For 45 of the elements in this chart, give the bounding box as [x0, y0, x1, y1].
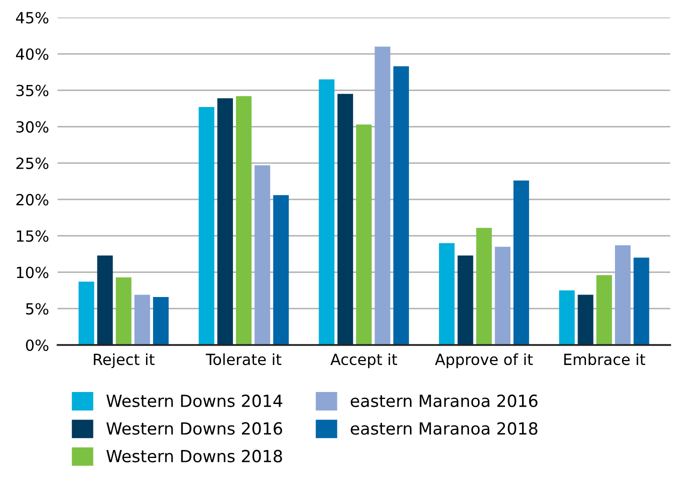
- x-tick-label: Accept it: [330, 353, 398, 368]
- bar: [393, 66, 409, 345]
- legend-label: Western Downs 2014: [106, 394, 282, 408]
- bar: [476, 228, 492, 345]
- bar: [634, 258, 650, 345]
- bar: [254, 165, 270, 345]
- y-tick-label: 15%: [16, 230, 48, 242]
- bar: [236, 96, 252, 345]
- bar: [153, 296, 169, 345]
- y-tick-label: 40%: [16, 48, 48, 60]
- bar: [337, 94, 354, 345]
- bar: [494, 246, 510, 345]
- y-tick-label: 20%: [16, 194, 48, 206]
- bar: [116, 277, 132, 345]
- x-tick-label: Reject it: [94, 353, 154, 368]
- x-tick-label: Embrace it: [564, 353, 646, 366]
- bar: [134, 294, 150, 345]
- bar: [513, 180, 530, 345]
- x-tick-label: Tolerate it: [206, 353, 282, 366]
- bar: [198, 107, 214, 345]
- y-tick-label: 35%: [16, 84, 48, 96]
- bar: [356, 124, 372, 345]
- bar: [78, 282, 94, 345]
- bar: [438, 243, 455, 345]
- bar: [614, 245, 631, 345]
- bar: [318, 79, 334, 345]
- y-tick-label: 30%: [16, 121, 48, 133]
- y-tick-label: 25%: [16, 158, 48, 170]
- bar: [97, 255, 113, 345]
- bar: [578, 294, 594, 345]
- legend-label: Western Downs 2016: [106, 422, 282, 435]
- bar: [596, 275, 612, 345]
- bar: [217, 98, 233, 345]
- legend-label: eastern Maranoa 2016: [350, 394, 538, 408]
- bar: [273, 195, 289, 345]
- bar: [458, 255, 474, 345]
- bar: [374, 46, 390, 345]
- legend-label: Western Downs 2018: [106, 450, 282, 462]
- y-tick-label: 0%: [26, 339, 48, 352]
- bar: [559, 290, 575, 345]
- y-tick-label: 45%: [16, 12, 48, 24]
- y-tick-label: 10%: [16, 266, 48, 278]
- legend-label: eastern Maranoa 2018: [350, 422, 538, 435]
- y-tick-label: 5%: [26, 303, 48, 315]
- x-tick-label: Approve of it: [435, 353, 533, 368]
